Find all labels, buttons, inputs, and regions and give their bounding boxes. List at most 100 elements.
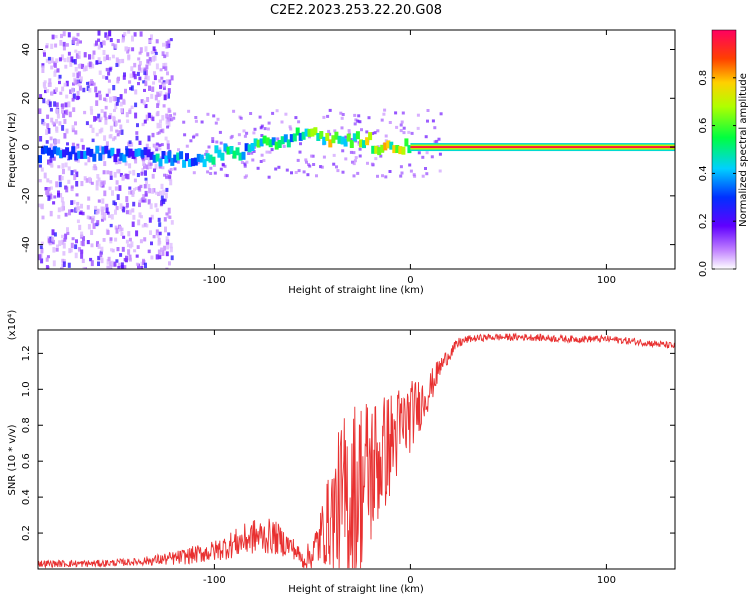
noise-speckle [55,119,58,124]
noise-speckle [129,73,133,79]
noise-speckle [158,222,162,227]
noise-speckle [144,190,148,197]
carrier-blob [89,148,94,157]
noise-speckle [45,58,49,63]
noise-speckle [138,76,142,81]
noise-speckle [97,44,101,50]
band-speckle [438,152,442,156]
noise-speckle [108,67,112,72]
noise-speckle [40,258,44,264]
noise-speckle [90,229,94,236]
band-speckle [249,112,253,115]
noise-speckle [113,261,117,267]
noise-speckle [55,58,59,63]
band-speckle [358,154,362,158]
band-speckle [192,135,195,139]
noise-speckle [86,205,90,210]
noise-speckle [62,242,66,249]
noise-speckle [104,32,108,38]
noise-speckle [47,187,51,192]
carrier-blob [110,147,115,156]
noise-speckle [156,232,160,238]
band-speckle [322,155,326,159]
noise-speckle [80,138,84,143]
noise-speckle [66,227,69,232]
noise-speckle [80,231,84,238]
band-speckle [290,171,293,175]
y-tick-label: 0.6 [21,453,32,469]
carrier-blob [199,154,204,163]
noise-speckle [168,261,171,266]
noise-speckle [115,227,119,234]
noise-speckle [109,38,113,43]
noise-speckle [49,136,53,141]
noise-speckle [128,109,132,115]
noise-speckle [55,181,59,188]
noise-speckle [101,153,105,159]
noise-speckle [91,63,95,69]
noise-speckle [82,67,86,72]
carrier-blob [47,147,51,156]
noise-speckle [57,214,61,219]
noise-speckle [50,90,54,96]
noise-speckle [156,103,160,109]
noise-speckle [149,230,152,235]
band-speckle [408,163,412,167]
noise-speckle [139,47,143,53]
noise-speckle [50,57,54,64]
noise-speckle [77,64,81,69]
noise-speckle [100,109,104,113]
band-speckle [245,174,248,178]
noise-speckle [115,129,119,133]
noise-speckle [138,61,142,66]
noise-speckle [76,143,80,149]
carrier-blob [256,139,261,148]
band-speckle [270,148,274,152]
noise-speckle [125,239,129,244]
noise-speckle [140,99,144,104]
noise-speckle [134,112,138,119]
carrier-blob [119,152,124,161]
noise-speckle [70,200,74,205]
noise-speckle [119,173,123,177]
noise-speckle [117,262,121,267]
band-speckle [265,150,269,154]
noise-speckle [145,114,149,121]
noise-speckle [46,178,50,183]
noise-speckle [52,156,56,161]
noise-speckle [149,162,153,166]
noise-speckle [143,163,146,169]
carrier-blob [235,147,240,156]
band-speckle [218,130,222,134]
noise-speckle [51,34,55,40]
noise-speckle [157,191,160,197]
noise-speckle [166,143,170,150]
carrier-blob [377,147,382,156]
band-speckle [289,127,293,131]
band-speckle [155,142,159,146]
carrier-blob [217,149,222,158]
noise-speckle [125,255,128,260]
noise-speckle [38,179,42,183]
noise-speckle [52,201,56,205]
spectrogram-panel: -100 0 100 40 20 0 -20 -40 Height of straight l… [7,29,676,296]
noise-speckle [76,201,80,206]
noise-speckle [72,93,76,100]
carrier-blob [193,157,198,166]
noise-speckle [70,209,74,213]
noise-speckle [128,254,132,260]
noise-speckle [135,131,139,135]
noise-speckle [103,211,107,218]
noise-speckle [162,63,166,67]
noise-speckle [106,259,110,265]
band-speckle [327,129,331,133]
band-speckle [161,166,165,170]
carrier-blob [301,131,306,140]
noise-speckle [56,244,59,248]
noise-speckle [148,39,152,44]
band-speckle [215,140,219,144]
band-speckle [409,169,413,173]
carrier-blob [182,159,187,168]
carrier-blob [146,149,151,158]
colorbar-ticks: 0.0 0.2 0.4 0.6 0.8 [698,70,736,277]
